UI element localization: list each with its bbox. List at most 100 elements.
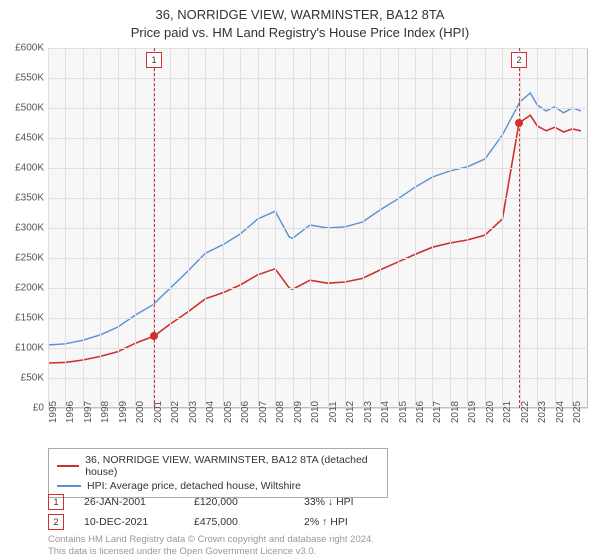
gridline-v (188, 48, 189, 408)
gridline-v (275, 48, 276, 408)
gridline-v (537, 48, 538, 408)
gridline-v (520, 48, 521, 408)
x-axis-label: 2011 (328, 401, 339, 423)
gridline-v (572, 48, 573, 408)
annotation-row: 210-DEC-2021£475,0002% ↑ HPI (48, 512, 394, 532)
x-axis-label: 2008 (275, 401, 286, 423)
gridline-v (485, 48, 486, 408)
gridline-v (223, 48, 224, 408)
y-axis-label: £600K (15, 43, 44, 54)
chart-plot-area: £0£50K£100K£150K£200K£250K£300K£350K£400… (48, 48, 588, 408)
annotation-table: 1 26-JAN-2001 £120,000 33% ↓ HPI 2 10-DEC-202… (48, 492, 394, 532)
gridline-h (48, 198, 588, 199)
x-axis-label: 2017 (432, 401, 443, 423)
annotation-date: 26-JAN-2001 (84, 496, 174, 508)
x-axis-label: 2016 (415, 401, 426, 423)
y-axis-label: £0 (33, 403, 44, 414)
x-axis-label: 1997 (83, 401, 94, 423)
gridline-v (240, 48, 241, 408)
x-axis-label: 2003 (188, 401, 199, 423)
x-axis-label: 2005 (223, 401, 234, 423)
gridline-v (398, 48, 399, 408)
gridline-h (48, 228, 588, 229)
gridline-h (48, 138, 588, 139)
y-axis-label: £150K (15, 313, 44, 324)
x-axis-label: 2000 (135, 401, 146, 423)
gridline-v (83, 48, 84, 408)
legend-row: HPI: Average price, detached house, Wilt… (57, 479, 379, 493)
sale-marker-vline (519, 48, 520, 408)
gridline-v (135, 48, 136, 408)
series-line-price_paid (48, 115, 581, 363)
sale-marker-point (515, 119, 523, 127)
y-axis-label: £100K (15, 343, 44, 354)
annotation-row: 1 26-JAN-2001 £120,000 33% ↓ HPI (48, 492, 394, 512)
gridline-h (48, 288, 588, 289)
gridline-h (48, 258, 588, 259)
x-axis-label: 2013 (363, 401, 374, 423)
sale-marker-point (150, 332, 158, 340)
x-axis-label: 1996 (65, 401, 76, 423)
gridline-h (48, 168, 588, 169)
gridline-h (48, 108, 588, 109)
x-axis-label: 1995 (48, 401, 59, 423)
footer-line1: Contains HM Land Registry data © Crown c… (48, 534, 374, 545)
gridline-v (345, 48, 346, 408)
x-axis-label: 2019 (467, 401, 478, 423)
sale-marker-badge: 2 (511, 52, 527, 68)
x-axis-label: 2010 (310, 401, 321, 423)
gridline-v (328, 48, 329, 408)
gridline-h (48, 348, 588, 349)
gridline-v (380, 48, 381, 408)
gridline-v (450, 48, 451, 408)
legend-swatch (57, 465, 79, 467)
y-axis-label: £200K (15, 283, 44, 294)
annotation-badge: 1 (48, 494, 64, 510)
x-axis-label: 2025 (572, 401, 583, 423)
chart-title: 36, NORRIDGE VIEW, WARMINSTER, BA12 8TA … (0, 0, 600, 41)
gridline-v (502, 48, 503, 408)
legend-box: 36, NORRIDGE VIEW, WARMINSTER, BA12 8TA … (48, 448, 388, 498)
x-axis-label: 1999 (118, 401, 129, 423)
x-axis-label: 2020 (485, 401, 496, 423)
gridline-v (170, 48, 171, 408)
gridline-v (293, 48, 294, 408)
y-axis-label: £250K (15, 253, 44, 264)
x-axis-label: 2012 (345, 401, 356, 423)
gridline-v (415, 48, 416, 408)
y-axis-label: £300K (15, 223, 44, 234)
annotation-badge: 2 (48, 514, 64, 530)
gridline-v (555, 48, 556, 408)
title-line1: 36, NORRIDGE VIEW, WARMINSTER, BA12 8TA (156, 7, 445, 22)
gridline-v (310, 48, 311, 408)
legend-label: 36, NORRIDGE VIEW, WARMINSTER, BA12 8TA … (85, 454, 379, 478)
y-axis-label: £450K (15, 133, 44, 144)
gridline-h (48, 318, 588, 319)
series-line-hpi (48, 93, 581, 345)
chart-container: 36, NORRIDGE VIEW, WARMINSTER, BA12 8TA … (0, 0, 600, 560)
annotation-date: 10-DEC-2021 (84, 516, 174, 528)
x-axis-label: 2022 (520, 401, 531, 423)
annotation-delta: 33% ↓ HPI (304, 496, 394, 508)
x-axis-label: 1998 (100, 401, 111, 423)
legend-swatch (57, 485, 81, 487)
sale-marker-vline (154, 48, 155, 408)
gridline-h (48, 378, 588, 379)
gridline-h (48, 78, 588, 79)
x-axis-label: 2004 (205, 401, 216, 423)
x-axis-label: 2018 (450, 401, 461, 423)
x-axis-label: 2006 (240, 401, 251, 423)
x-axis-label: 2021 (502, 401, 513, 423)
x-axis-label: 2009 (293, 401, 304, 423)
legend-label: HPI: Average price, detached house, Wilt… (87, 480, 301, 492)
gridline-v (100, 48, 101, 408)
x-axis-label: 2015 (398, 401, 409, 423)
gridline-v (432, 48, 433, 408)
x-axis-label: 2023 (537, 401, 548, 423)
annotation-price: £120,000 (194, 496, 284, 508)
y-axis-label: £550K (15, 73, 44, 84)
gridline-v (467, 48, 468, 408)
x-axis-label: 2002 (170, 401, 181, 423)
gridline-v (48, 48, 49, 408)
footer-line2: This data is licensed under the Open Gov… (48, 546, 316, 557)
